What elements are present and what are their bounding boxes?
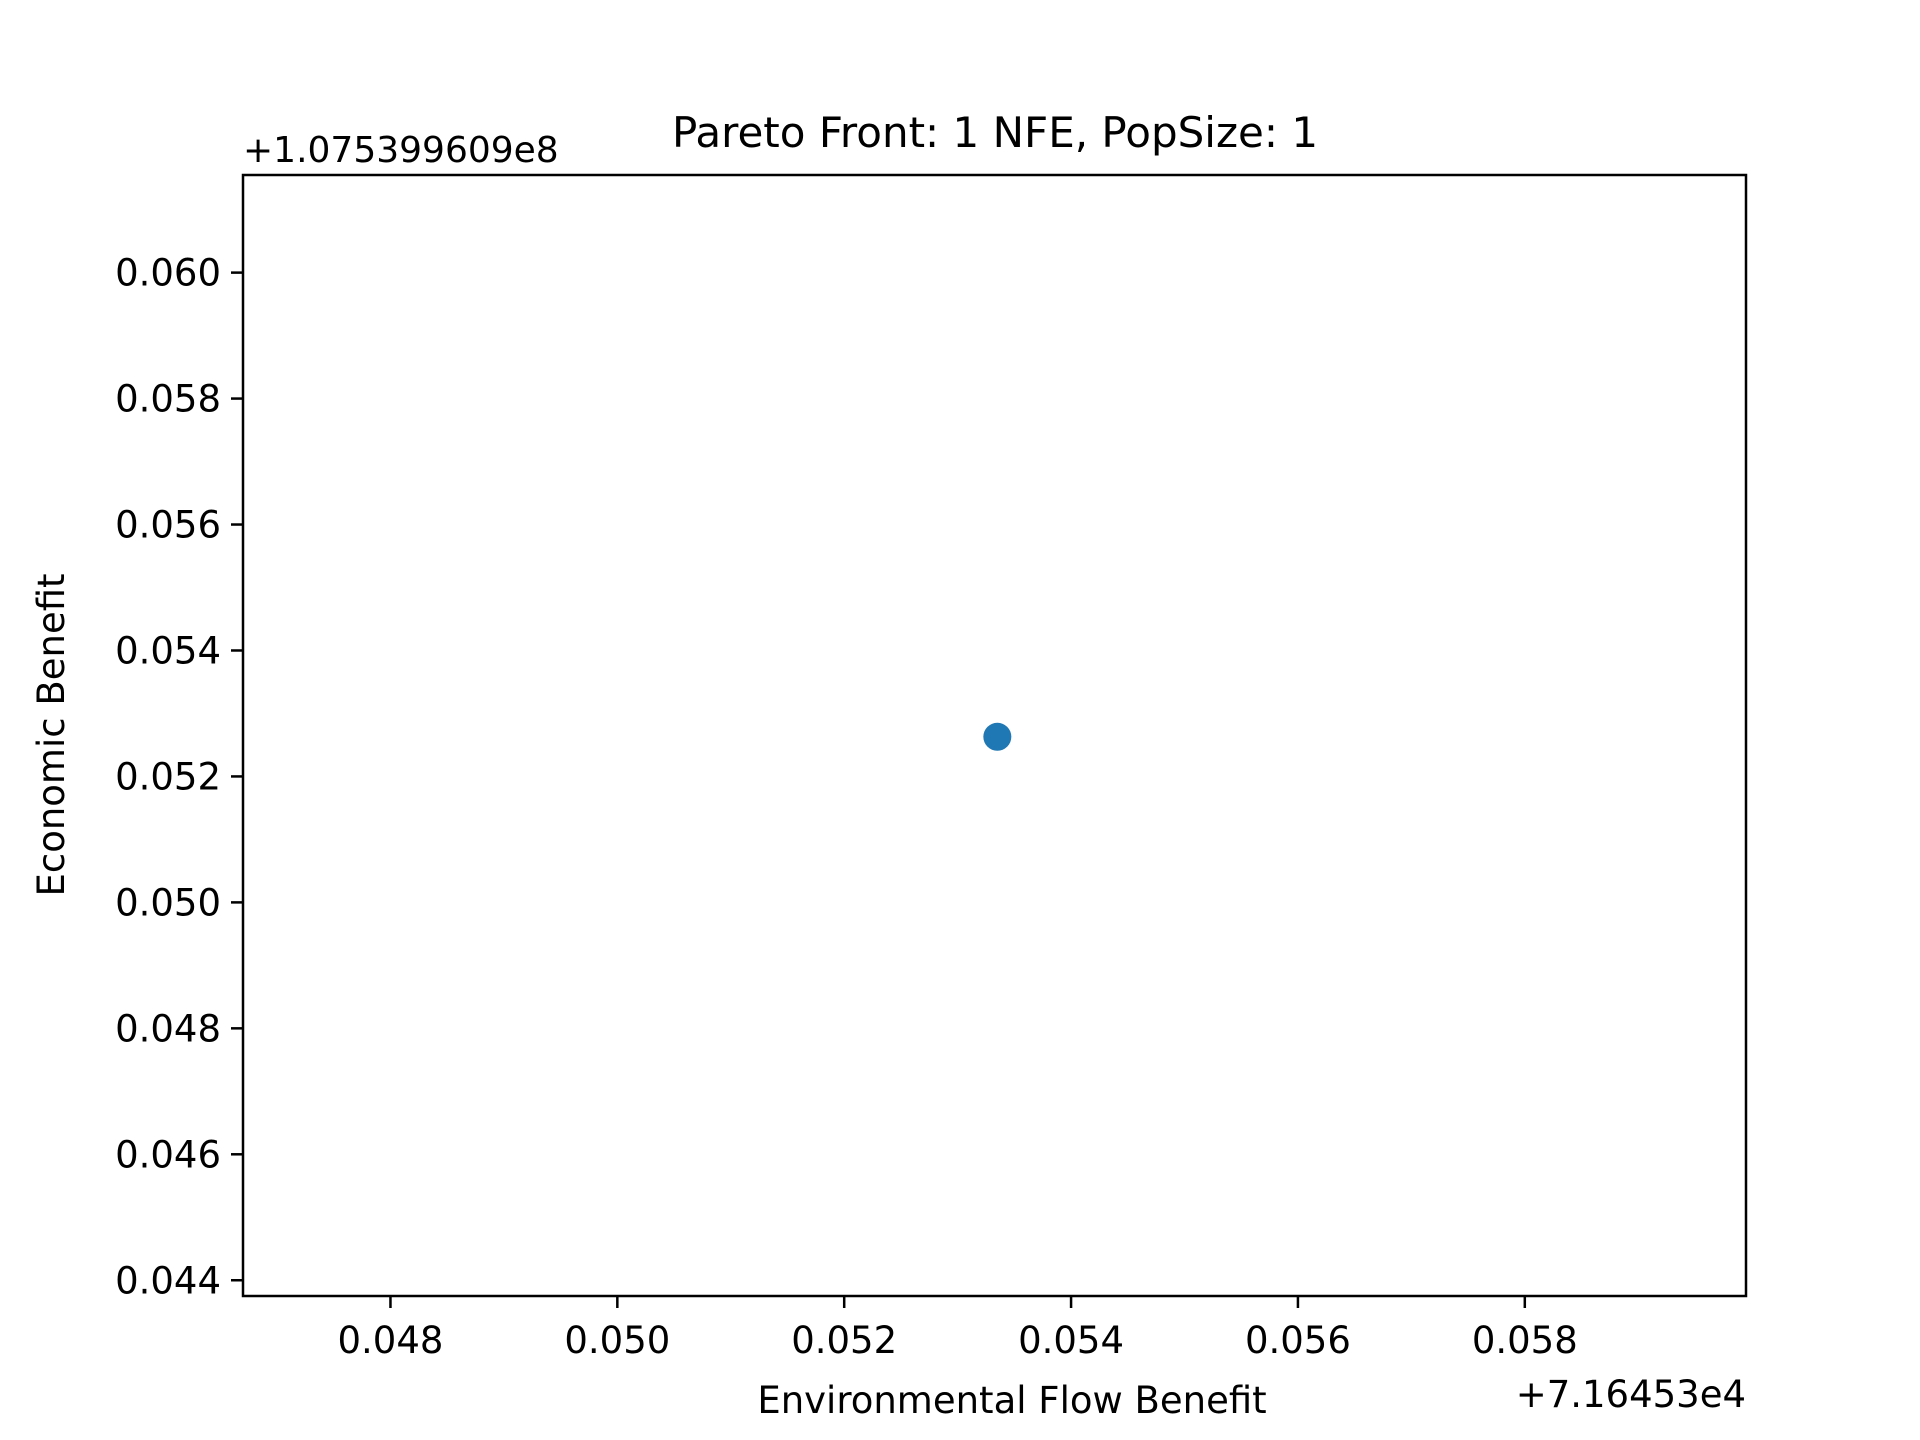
y-axis-ticks: 0.044 0.046 0.048 0.050 0.052 0.054 0.056 0.058… [115, 252, 243, 1302]
x-axis-offset-label: +7.16453e4 [1516, 1373, 1746, 1416]
data-point [983, 722, 1012, 751]
y-tick-label: 0.060 [115, 252, 221, 295]
x-tick-label: 0.048 [337, 1319, 443, 1362]
y-tick-label: 0.052 [115, 755, 221, 798]
x-tick-label: 0.058 [1472, 1319, 1578, 1362]
y-axis-label: Economic Benefit [30, 573, 73, 896]
chart-title: Pareto Front: 1 NFE, PopSize: 1 [672, 108, 1318, 157]
y-tick-label: 0.054 [115, 629, 221, 672]
y-axis-offset-label: +1.075399609e8 [243, 130, 559, 171]
y-tick-label: 0.058 [115, 378, 221, 421]
y-tick-label: 0.048 [115, 1007, 221, 1050]
x-tick-label: 0.052 [791, 1319, 897, 1362]
x-tick-label: 0.056 [1245, 1319, 1351, 1362]
y-tick-label: 0.056 [115, 504, 221, 547]
x-axis-label: Environmental Flow Benefit [757, 1379, 1266, 1422]
y-tick-label: 0.046 [115, 1133, 221, 1176]
x-axis-ticks: 0.048 0.050 0.052 0.054 0.056 0.058 [337, 1296, 1578, 1362]
y-tick-label: 0.050 [115, 881, 221, 924]
plot-area-frame [241, 173, 1748, 1298]
scatter-points [983, 722, 1012, 751]
y-tick-label: 0.044 [115, 1259, 221, 1302]
x-tick-label: 0.054 [1018, 1319, 1124, 1362]
x-tick-label: 0.050 [564, 1319, 670, 1362]
